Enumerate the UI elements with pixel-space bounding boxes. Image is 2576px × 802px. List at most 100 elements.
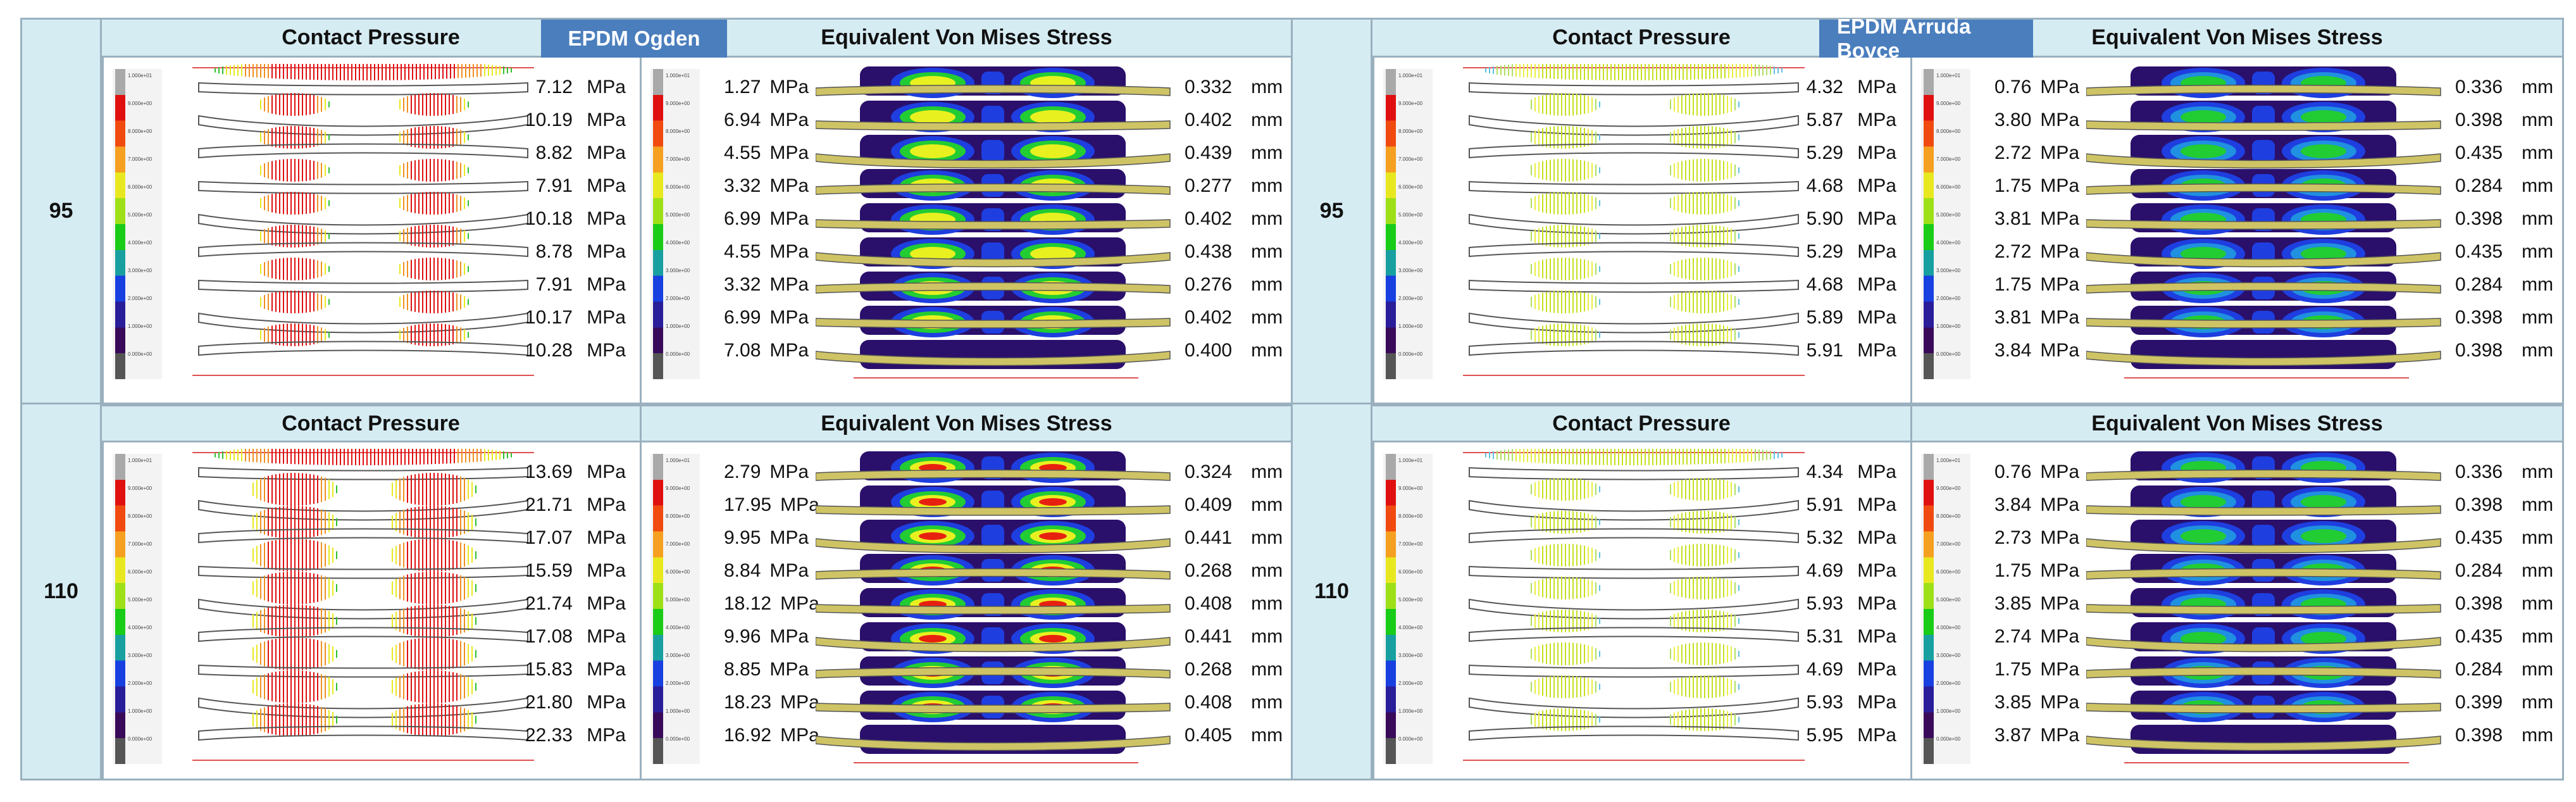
von-mises-value: 2.72 MPa [1994, 241, 2079, 263]
stress-unit: MPa [769, 626, 809, 647]
contact-pressure-value: 5.95 MPa [1807, 725, 1896, 746]
seal-strip [816, 153, 1171, 169]
seal-outline [1469, 565, 1799, 579]
pressure-vectors [252, 473, 337, 506]
displacement-unit: mm [1251, 461, 1283, 482]
pressure-unit: MPa [581, 527, 626, 548]
pressure-unit: MPa [1851, 340, 1896, 361]
seal-strip [816, 568, 1171, 580]
displacement-number: 0.435 [2455, 527, 2503, 548]
displacement-value: 0.398 mm [2455, 208, 2553, 230]
contact-pressure-value: 13.69 MPa [525, 461, 626, 483]
legend-tick: 7.000e+00 [666, 156, 690, 162]
pressure-vectors [1531, 577, 1600, 599]
pressure-unit: MPa [1851, 725, 1896, 746]
legend-tick: 5.000e+00 [128, 212, 152, 218]
header-von-mises: Equivalent Von Mises Stress [1910, 404, 2562, 442]
pressure-unit: MPa [581, 110, 626, 130]
contact-pressure-value: 15.59 MPa [525, 560, 626, 582]
pressure-number: 21.71 [525, 494, 573, 515]
legend-tick: 0.000e+00 [1936, 351, 1961, 357]
legend-tick: 5.000e+00 [1398, 597, 1423, 603]
displacement-value: 0.284 mm [2455, 274, 2553, 296]
seal-strip [816, 183, 1171, 195]
displacement-number: 0.268 [1185, 659, 1233, 680]
color-legend: 1.000e+01 9.000e+00 8.000e+00 7.000e+00 6.00… [1383, 454, 1433, 764]
stress-unit: MPa [2040, 208, 2080, 229]
pressure-number: 4.34 [1806, 461, 1843, 482]
stress-number: 9.96 [724, 626, 761, 647]
pressure-unit: MPa [581, 659, 626, 680]
contact-pressure-value: 5.93 MPa [1807, 692, 1896, 713]
color-legend: 1.000e+01 9.000e+00 8.000e+00 7.000e+00 6.00… [1921, 69, 1970, 379]
seal-outline [198, 180, 528, 194]
legend-tick: 3.000e+00 [666, 268, 690, 273]
displacement-unit: mm [1251, 659, 1283, 680]
displacement-value: 0.324 mm [1185, 461, 1283, 483]
displacement-value: 0.438 mm [1185, 241, 1283, 263]
stress-number: 3.80 [1994, 110, 2032, 130]
pressure-number: 5.91 [1806, 340, 1843, 361]
stress-number: 3.81 [1994, 208, 2032, 229]
displacement-unit: mm [2522, 659, 2554, 680]
pressure-vectors [260, 258, 330, 280]
legend-tick: 6.000e+00 [666, 184, 690, 190]
displacement-value: 0.441 mm [1185, 626, 1283, 648]
legend-tick: 0.000e+00 [666, 351, 690, 357]
displacement-unit: mm [1251, 110, 1283, 130]
legend-tick: 5.000e+00 [1936, 212, 1961, 218]
legend-tick: 2.000e+00 [1936, 296, 1961, 301]
stress-unit: MPa [780, 593, 819, 614]
legend-tick: 0.000e+00 [128, 351, 152, 357]
pressure-number: 4.69 [1806, 659, 1843, 680]
von-mises-value: 18.12 MPa [724, 593, 819, 615]
pressure-unit: MPa [1851, 626, 1896, 647]
von-mises-value: 6.99 MPa [724, 208, 809, 230]
stress-unit: MPa [2040, 241, 2080, 262]
seal-outline [198, 627, 528, 642]
legend-tick: 0.000e+00 [666, 736, 690, 742]
contact-pressure-value: 4.32 MPa [1807, 77, 1896, 98]
displacement-number: 0.284 [2455, 560, 2503, 581]
pressure-number: 5.91 [1806, 494, 1843, 515]
panel-arruda-boyce: 95 110 Contact Pressure Equivalent Von M… [1291, 15, 2564, 780]
pressure-unit: MPa [1851, 274, 1896, 295]
stress-number: 4.55 [724, 142, 761, 163]
stress-number: 3.87 [1994, 725, 2032, 746]
displacement-unit: mm [2522, 175, 2554, 196]
seal-outline [1469, 499, 1799, 521]
pressure-unit: MPa [581, 626, 626, 647]
displacement-unit: mm [1251, 77, 1283, 97]
legend-tick: 1.000e+00 [1398, 323, 1423, 329]
von-mises-value: 2.74 MPa [1994, 626, 2079, 648]
legend-color-bar [653, 69, 663, 379]
von-mises-value: 1.75 MPa [1994, 175, 2079, 197]
contact-pressure-value: 22.33 MPa [525, 725, 626, 746]
von-mises-value: 1.75 MPa [1994, 659, 2079, 680]
pressure-number: 4.69 [1806, 560, 1843, 581]
pressure-vectors [1670, 192, 1739, 215]
pressure-vectors [1670, 642, 1739, 665]
legend-tick: 0.000e+00 [1936, 736, 1961, 742]
seal-strip [2086, 318, 2441, 329]
pressure-vectors [1670, 93, 1739, 116]
legend-tick: 5.000e+00 [666, 597, 690, 603]
seal-strip [816, 703, 1171, 713]
seal-strip [816, 736, 1171, 751]
von-mises-cell: 1.000e+01 9.000e+00 8.000e+00 7.000e+00 6.00… [640, 58, 1291, 404]
pressure-vectors [1531, 159, 1600, 182]
displacement-number: 0.284 [2455, 175, 2503, 196]
stress-unit: MPa [769, 527, 809, 548]
seal-strip [816, 667, 1171, 679]
legend-tick: 6.000e+00 [128, 184, 152, 190]
displacement-number: 0.399 [2455, 692, 2503, 713]
stress-number: 0.76 [1994, 77, 2032, 97]
pressure-unit: MPa [1851, 560, 1896, 581]
contact-pressure-value: 10.18 MPa [525, 208, 626, 230]
contact-pressure-value: 5.32 MPa [1807, 527, 1896, 549]
displacement-number: 0.409 [1185, 494, 1233, 515]
pressure-vectors [392, 670, 476, 703]
displacement-value: 0.399 mm [2455, 692, 2553, 713]
stress-number: 18.12 [724, 593, 772, 614]
pressure-vectors [392, 637, 476, 670]
